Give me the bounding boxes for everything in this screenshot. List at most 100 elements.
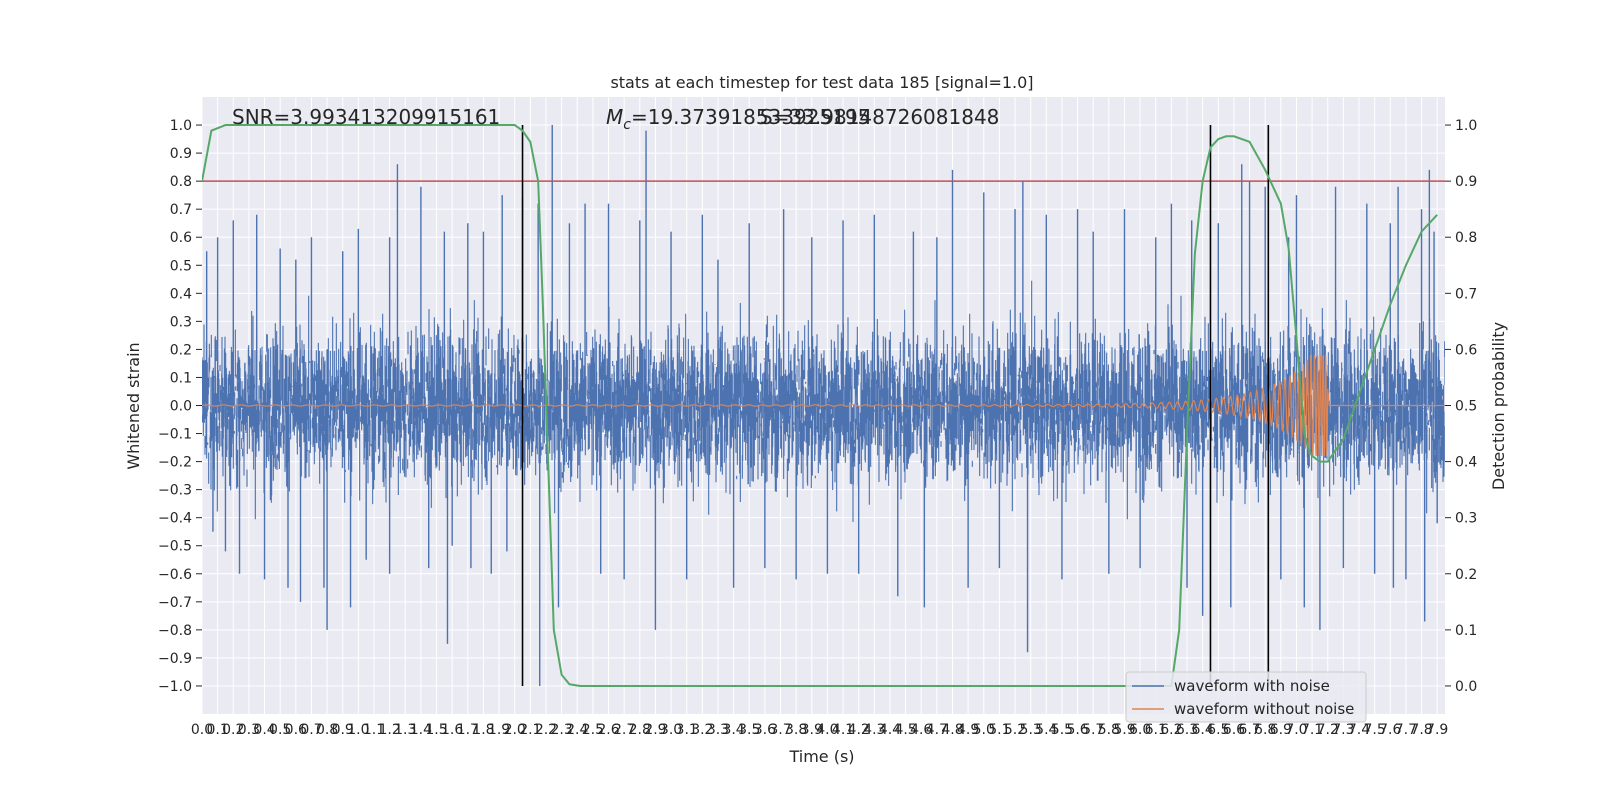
right-y-tick-label: 0.4 (1455, 455, 1477, 471)
x-tick-label: 5.6 (1066, 722, 1088, 738)
right-y-axis-label: Detection probability (1489, 322, 1508, 490)
x-tick-label: 7.7 (1395, 722, 1417, 738)
x-tick-label: 7.9 (1426, 722, 1448, 738)
legend: waveform with noise waveform without noi… (1125, 671, 1367, 723)
x-tick-label: 4.4 (879, 722, 901, 738)
x-tick-label: 1.6 (441, 722, 463, 738)
x-tick-label: 5.1 (988, 722, 1010, 738)
x-tick-label: 2.0 (504, 722, 526, 738)
chirp-mass-value: =19.373918533925195 (631, 105, 870, 129)
x-tick-label: 4.2 (848, 722, 870, 738)
x-tick-label: 3.0 (660, 722, 682, 738)
x-tick-label: 6.6 (1223, 722, 1245, 738)
y-tick-label: −0.6 (158, 567, 192, 583)
x-tick-label: 2.2 (535, 722, 557, 738)
x-tick-label: 2.7 (613, 722, 635, 738)
x-tick-label: 1.2 (378, 722, 400, 738)
x-tick-label: 0.6 (285, 722, 307, 738)
overlap-annotation: S=33.98148726081848 (760, 105, 999, 129)
y-tick-label: 0.7 (170, 202, 192, 218)
y-tick-label: 0.6 (170, 230, 192, 246)
chirp-mass-annotation: Mc=19.373918533925195 (606, 105, 870, 133)
y-tick-label: −0.1 (158, 427, 192, 443)
chirp-mass-subscript: c (623, 117, 631, 133)
x-tick-label: 3.4 (722, 722, 744, 738)
vertical-marker-lines (521, 125, 1270, 686)
x-tick-label: 1.0 (347, 722, 369, 738)
legend-label-noise: waveform with noise (1174, 677, 1330, 695)
right-y-tick-label: 0.9 (1455, 174, 1477, 190)
right-y-axis-ticks: 0.0 0.1 0.2 0.3 0.4 0.5 0.6 0.7 0.8 0.9 1.0 (1445, 118, 1477, 695)
x-tick-label: 2.5 (582, 722, 604, 738)
x-tick-label: 2.1 (519, 722, 541, 738)
legend-label-clean: waveform without noise (1174, 700, 1354, 718)
y-tick-label: −0.4 (158, 511, 192, 527)
x-tick-label: 3.6 (754, 722, 776, 738)
y-tick-label: −0.5 (158, 539, 192, 555)
x-tick-label: 3.1 (676, 722, 698, 738)
x-tick-label: 6.0 (1129, 722, 1151, 738)
x-tick-label: 3.9 (801, 722, 823, 738)
x-tick-label: 6.9 (1270, 722, 1292, 738)
x-tick-label: 0.5 (269, 722, 291, 738)
y-tick-label: 0.2 (170, 342, 192, 358)
x-tick-label: 0.7 (300, 722, 322, 738)
x-tick-label: 1.8 (472, 722, 494, 738)
y-tick-label: 0.8 (170, 174, 192, 190)
x-tick-label: 5.7 (1082, 722, 1104, 738)
x-tick-label: 7.1 (1301, 722, 1323, 738)
x-tick-label: 0.0 (191, 722, 213, 738)
x-tick-label: 0.8 (316, 722, 338, 738)
x-tick-label: 1.3 (394, 722, 416, 738)
x-tick-label: 0.3 (238, 722, 260, 738)
x-tick-label: 7.8 (1410, 722, 1432, 738)
y-tick-label: −1.0 (158, 679, 192, 695)
x-tick-label: 1.4 (410, 722, 432, 738)
x-tick-label: 4.7 (926, 722, 948, 738)
x-tick-label: 7.4 (1348, 722, 1370, 738)
x-tick-label: 3.3 (707, 722, 729, 738)
x-tick-label: 0.4 (253, 722, 275, 738)
x-tick-label: 3.5 (738, 722, 760, 738)
legend-box (1125, 671, 1367, 723)
x-tick-label: 5.5 (1051, 722, 1073, 738)
y-tick-label: 0.5 (170, 258, 192, 274)
right-y-tick-label: 0.6 (1455, 342, 1477, 358)
chirp-mass-symbol: M (606, 105, 623, 129)
x-tick-label: 2.9 (644, 722, 666, 738)
x-tick-label: 1.5 (425, 722, 447, 738)
x-tick-label: 5.9 (1113, 722, 1135, 738)
y-tick-label: −0.9 (158, 651, 192, 667)
x-tick-label: 7.5 (1364, 722, 1386, 738)
x-tick-label: 5.4 (1035, 722, 1057, 738)
x-tick-label: 0.1 (207, 722, 229, 738)
x-tick-label: 1.1 (363, 722, 385, 738)
y-tick-label: −0.3 (158, 483, 192, 499)
x-tick-label: 2.6 (597, 722, 619, 738)
x-tick-label: 4.5 (894, 722, 916, 738)
x-tick-label: 7.6 (1379, 722, 1401, 738)
x-tick-label: 0.2 (222, 722, 244, 738)
y-tick-label: 0.3 (170, 314, 192, 330)
y-tick-label: 0.1 (170, 370, 192, 386)
x-axis-label: Time (s) (788, 747, 854, 766)
noise-band (202, 280, 1445, 522)
x-tick-label: 7.0 (1285, 722, 1307, 738)
y-tick-label: 0.0 (170, 399, 192, 415)
x-tick-label: 3.2 (691, 722, 713, 738)
right-y-tick-label: 0.7 (1455, 286, 1477, 302)
x-tick-label: 2.4 (566, 722, 588, 738)
x-tick-label: 4.8 (941, 722, 963, 738)
right-y-tick-label: 0.5 (1455, 399, 1477, 415)
x-tick-label: 4.6 (910, 722, 932, 738)
snr-annotation: SNR=3.993413209915161 (232, 105, 500, 129)
y-tick-label: −0.8 (158, 623, 192, 639)
x-tick-label: 4.3 (863, 722, 885, 738)
x-tick-label: 5.0 (973, 722, 995, 738)
y-axis-ticks: −1.0 −0.9 −0.8 −0.7 −0.6 −0.5 −0.4 −0.3 −0.2 −0.1… (158, 118, 202, 695)
x-tick-label: 2.3 (550, 722, 572, 738)
x-tick-label: 5.2 (1004, 722, 1026, 738)
y-axis-label: Whitened strain (124, 342, 143, 469)
